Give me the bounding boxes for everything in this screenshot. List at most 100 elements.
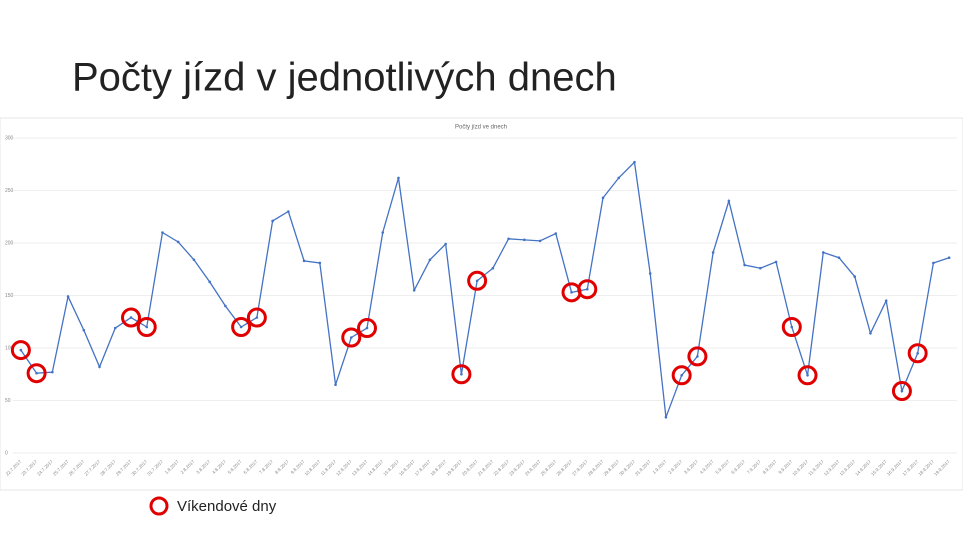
weekend-marker bbox=[136, 317, 157, 337]
weekend-marker bbox=[10, 340, 31, 361]
data-point bbox=[523, 238, 526, 242]
data-point bbox=[932, 261, 935, 265]
data-point bbox=[585, 287, 589, 291]
data-point bbox=[428, 258, 432, 262]
slide-title: Počty jízd v jednotlivých dnech bbox=[72, 56, 617, 100]
x-tick-label: 31.7.2017 bbox=[146, 459, 164, 477]
data-point bbox=[208, 280, 211, 284]
data-point bbox=[680, 374, 683, 377]
y-tick-label: 200 bbox=[5, 240, 14, 246]
weekend-marker bbox=[797, 365, 818, 386]
weekend-marker bbox=[451, 364, 472, 385]
data-point bbox=[129, 316, 133, 319]
x-tick-label: 6.9.2017 bbox=[730, 459, 746, 475]
data-point bbox=[35, 371, 38, 375]
x-tick-label: 3.9.2017 bbox=[683, 459, 699, 475]
weekend-marker bbox=[246, 307, 267, 328]
data-line bbox=[20, 160, 950, 418]
y-tick-label: 250 bbox=[5, 188, 14, 194]
data-point bbox=[318, 261, 322, 265]
data-point bbox=[412, 288, 416, 292]
data-point bbox=[664, 416, 668, 419]
x-tick-label: 3.8.2017 bbox=[195, 459, 211, 475]
data-point bbox=[617, 176, 621, 180]
x-tick-label: 4.9.2017 bbox=[699, 459, 715, 475]
x-tick-label: 6.8.2017 bbox=[242, 459, 258, 475]
legend-label: Víkendové dny bbox=[177, 498, 277, 515]
y-tick-label: 100 bbox=[5, 345, 14, 351]
data-point bbox=[82, 328, 86, 332]
y-tick-label: 0 bbox=[5, 450, 8, 456]
data-point bbox=[381, 231, 385, 234]
x-tick-label: 8.9.2017 bbox=[762, 459, 778, 475]
data-point bbox=[837, 256, 841, 260]
data-point bbox=[507, 237, 510, 241]
data-point bbox=[711, 251, 715, 254]
weekend-marker bbox=[687, 346, 708, 367]
x-tick-label: 8.8.2017 bbox=[274, 459, 290, 475]
data-point bbox=[271, 219, 274, 223]
weekend-marker bbox=[341, 327, 362, 348]
data-point bbox=[538, 239, 542, 243]
weekend-marker bbox=[781, 317, 802, 337]
x-tick-label: 5.9.2017 bbox=[714, 459, 730, 475]
x-tick-label: 10.9.2017 bbox=[791, 459, 809, 477]
y-tick-label: 300 bbox=[5, 135, 14, 141]
data-point bbox=[869, 332, 872, 335]
weekend-marker bbox=[907, 343, 928, 364]
data-point bbox=[633, 160, 636, 164]
x-tick-label: 1.8.2017 bbox=[164, 459, 180, 475]
data-point bbox=[601, 196, 605, 200]
data-point bbox=[98, 365, 101, 369]
x-tick-label: 4.8.2017 bbox=[211, 459, 227, 475]
data-point bbox=[743, 263, 746, 267]
data-point bbox=[696, 355, 699, 358]
data-point bbox=[224, 304, 227, 308]
data-point bbox=[113, 326, 117, 330]
data-point bbox=[648, 272, 652, 275]
data-point bbox=[916, 351, 919, 355]
data-point bbox=[19, 348, 23, 352]
data-point bbox=[806, 374, 809, 377]
weekend-marker bbox=[577, 279, 598, 300]
data-point bbox=[334, 383, 337, 387]
x-tick-label: 2.8.2017 bbox=[180, 459, 196, 475]
data-point bbox=[302, 259, 306, 263]
y-tick-label: 50 bbox=[5, 398, 11, 404]
x-tick-label: 5.8.2017 bbox=[227, 459, 243, 475]
data-point bbox=[554, 232, 558, 235]
data-point bbox=[900, 389, 904, 393]
x-tick-label: 31.8.2017 bbox=[634, 459, 652, 477]
x-tick-label: 1.9.2017 bbox=[652, 459, 668, 475]
weekend-marker bbox=[357, 318, 377, 339]
data-point bbox=[475, 279, 479, 283]
data-point bbox=[255, 316, 259, 319]
data-point bbox=[570, 291, 573, 294]
data-point bbox=[192, 258, 196, 262]
data-point bbox=[287, 210, 290, 213]
x-tick-label: 2.9.2017 bbox=[667, 459, 683, 475]
data-point bbox=[51, 370, 54, 374]
data-point bbox=[239, 325, 243, 329]
data-point bbox=[66, 295, 70, 298]
legend-marker bbox=[149, 496, 169, 516]
weekend-marker bbox=[467, 270, 488, 291]
weekend-marker bbox=[671, 365, 692, 386]
data-point bbox=[444, 242, 447, 246]
data-point bbox=[759, 266, 762, 270]
x-tick-label: 10.8.2017 bbox=[304, 459, 322, 477]
data-point bbox=[727, 199, 731, 203]
data-point bbox=[145, 325, 149, 329]
data-point bbox=[884, 299, 888, 303]
data-point bbox=[349, 336, 353, 339]
chart-frame bbox=[0, 117, 963, 491]
x-tick-label: 19.9.2017 bbox=[933, 459, 951, 477]
x-tick-label: 7.8.2017 bbox=[258, 459, 274, 475]
data-point bbox=[397, 176, 400, 180]
data-point bbox=[161, 231, 164, 234]
data-point bbox=[853, 275, 857, 278]
chart-title: Počty jízd ve dnech bbox=[455, 125, 507, 131]
data-point bbox=[460, 372, 463, 376]
